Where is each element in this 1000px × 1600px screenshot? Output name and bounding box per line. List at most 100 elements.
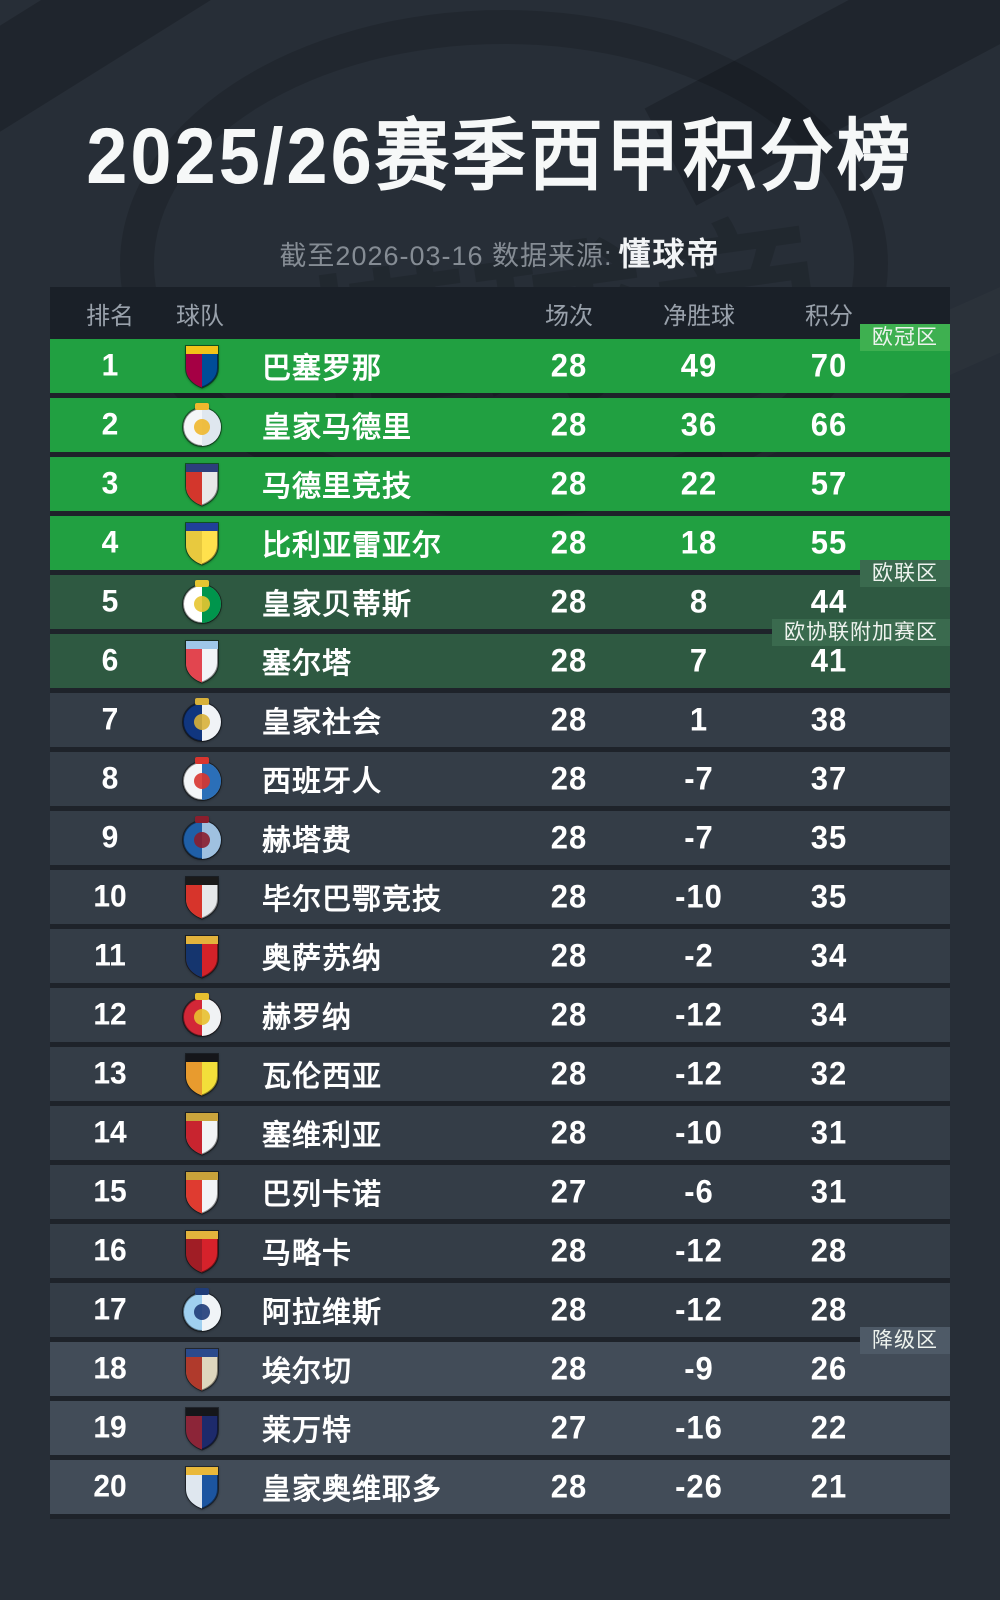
rank-cell-text: 8 — [101, 761, 119, 796]
team-name-cell: 皇家贝蒂斯 — [234, 581, 504, 623]
goal-diff-cell-text: 7 — [689, 642, 709, 679]
table-row[interactable]: 5 皇家贝蒂斯 28 8 44 欧联区 — [50, 560, 950, 634]
team-name-cell: 毕尔巴鄂竞技 — [234, 876, 504, 918]
table-row[interactable]: 19 莱万特 27 -16 22 — [50, 1401, 950, 1460]
rank-cell-text: 4 — [101, 525, 119, 560]
table-row[interactable]: 10 毕尔巴鄂竞技 28 -10 35 — [50, 870, 950, 929]
team-name-cell-text: 马德里竞技 — [262, 471, 413, 503]
rank-cell-text: 2 — [101, 407, 119, 442]
table-row[interactable]: 4 比利亚雷亚尔 28 18 55 — [50, 516, 950, 575]
rank-cell: 8 — [50, 761, 170, 796]
played-cell-text: 28 — [550, 878, 588, 915]
goal-diff-cell: 18 — [634, 524, 764, 561]
goal-diff-cell: 36 — [634, 406, 764, 443]
zone-badge: 欧冠区 — [860, 324, 950, 351]
column-header-played: 场次 — [545, 302, 593, 330]
played-cell: 27 — [504, 1173, 634, 1210]
table-row[interactable]: 3 马德里竞技 28 22 57 — [50, 457, 950, 516]
goal-diff-cell: -7 — [634, 760, 764, 797]
rank-cell-text: 13 — [93, 1056, 127, 1091]
page-subtitle: 截至2026-03-16 数据来源: 懂球帝 — [0, 229, 1000, 275]
team-name-cell: 赫塔费 — [234, 817, 504, 859]
points-cell-text: 34 — [810, 996, 848, 1033]
rank-cell-text: 20 — [93, 1469, 127, 1504]
played-cell: 28 — [504, 1114, 634, 1151]
goal-diff-cell-text: 8 — [689, 583, 709, 620]
points-cell-text: 28 — [810, 1232, 848, 1269]
rank-cell: 19 — [50, 1410, 170, 1445]
table-row[interactable]: 15 巴列卡诺 27 -6 31 — [50, 1165, 950, 1224]
points-cell: 35 — [764, 819, 894, 856]
played-cell-text: 28 — [550, 465, 588, 502]
zone-badge: 欧联区 — [860, 560, 950, 587]
played-cell: 28 — [504, 347, 634, 384]
table-row[interactable]: 13 瓦伦西亚 28 -12 32 — [50, 1047, 950, 1106]
points-cell: 28 — [764, 1232, 894, 1269]
team-name-cell: 巴列卡诺 — [234, 1171, 504, 1213]
rank-cell: 1 — [50, 348, 170, 383]
points-cell: 31 — [764, 1173, 894, 1210]
goal-diff-cell: -12 — [634, 1232, 764, 1269]
played-cell-text: 27 — [550, 1173, 588, 1210]
points-cell-text: 66 — [810, 406, 848, 443]
goal-diff-cell-text: -26 — [675, 1468, 723, 1505]
rank-cell-text: 12 — [93, 997, 127, 1032]
goal-diff-cell: -9 — [634, 1350, 764, 1387]
points-cell-text: 37 — [810, 760, 848, 797]
table-row[interactable]: 1 巴塞罗那 28 49 70 欧冠区 — [50, 324, 950, 398]
played-cell: 28 — [504, 996, 634, 1033]
table-row[interactable]: 8 西班牙人 28 -7 37 — [50, 752, 950, 811]
table-row[interactable]: 12 赫罗纳 28 -12 34 — [50, 988, 950, 1047]
points-cell: 28 — [764, 1291, 894, 1328]
table-row[interactable]: 2 皇家马德里 28 36 66 — [50, 398, 950, 457]
team-logo-icon — [170, 1287, 234, 1333]
team-name-cell-text: 巴列卡诺 — [262, 1179, 383, 1211]
goal-diff-cell-text: -12 — [675, 996, 723, 1033]
table-row[interactable]: 11 奥萨苏纳 28 -2 34 — [50, 929, 950, 988]
table-row[interactable]: 16 马略卡 28 -12 28 — [50, 1224, 950, 1283]
team-name-cell-text: 塞维利亚 — [262, 1120, 383, 1152]
goal-diff-cell-text: -12 — [675, 1055, 723, 1092]
column-header-rank: 排名 — [86, 302, 134, 330]
table-row[interactable]: 20 皇家奥维耶多 28 -26 21 — [50, 1460, 950, 1519]
played-cell: 28 — [504, 937, 634, 974]
table-row[interactable]: 7 皇家社会 28 1 38 — [50, 693, 950, 752]
team-logo-icon — [170, 1405, 234, 1451]
table-row[interactable]: 6 塞尔塔 28 7 41 欧协联附加赛区 — [50, 619, 950, 693]
team-name-cell: 莱万特 — [234, 1407, 504, 1449]
played-cell: 28 — [504, 878, 634, 915]
goal-diff-cell-text: -16 — [675, 1409, 723, 1446]
team-name-cell-text: 埃尔切 — [262, 1356, 353, 1388]
column-header-points: 积分 — [805, 302, 853, 330]
played-cell: 28 — [504, 406, 634, 443]
team-name-cell: 马略卡 — [234, 1230, 504, 1272]
team-name-cell: 阿拉维斯 — [234, 1289, 504, 1331]
team-name-cell-text: 瓦伦西亚 — [262, 1061, 383, 1093]
goal-diff-cell: -7 — [634, 819, 764, 856]
rank-cell-text: 18 — [93, 1351, 127, 1386]
rank-cell-text: 3 — [101, 466, 119, 501]
table-row[interactable]: 14 塞维利亚 28 -10 31 — [50, 1106, 950, 1165]
zone-badge: 欧协联附加赛区 — [772, 619, 950, 646]
table-row[interactable]: 17 阿拉维斯 28 -12 28 — [50, 1283, 950, 1342]
table-row[interactable]: 18 埃尔切 28 -9 26 降级区 — [50, 1327, 950, 1401]
points-cell-text: 28 — [810, 1291, 848, 1328]
team-logo-icon — [170, 461, 234, 507]
goal-diff-cell: -12 — [634, 1055, 764, 1092]
team-name-cell: 皇家奥维耶多 — [234, 1466, 504, 1508]
rank-cell: 13 — [50, 1056, 170, 1091]
team-logo-icon — [170, 697, 234, 743]
played-cell-text: 28 — [550, 760, 588, 797]
team-logo-icon — [170, 1464, 234, 1510]
goal-diff-cell-text: 1 — [689, 701, 709, 738]
team-name-cell-text: 马略卡 — [262, 1238, 353, 1270]
played-cell-text: 28 — [550, 583, 588, 620]
points-cell: 34 — [764, 937, 894, 974]
played-cell-text: 28 — [550, 524, 588, 561]
team-name-cell-text: 赫塔费 — [262, 825, 353, 857]
table-row[interactable]: 9 赫塔费 28 -7 35 — [50, 811, 950, 870]
team-logo-icon — [170, 1110, 234, 1156]
team-name-cell: 赫罗纳 — [234, 994, 504, 1036]
subtitle-date-source: 截至2026-03-16 数据来源: — [279, 241, 613, 271]
zone-badge: 降级区 — [860, 1327, 950, 1354]
